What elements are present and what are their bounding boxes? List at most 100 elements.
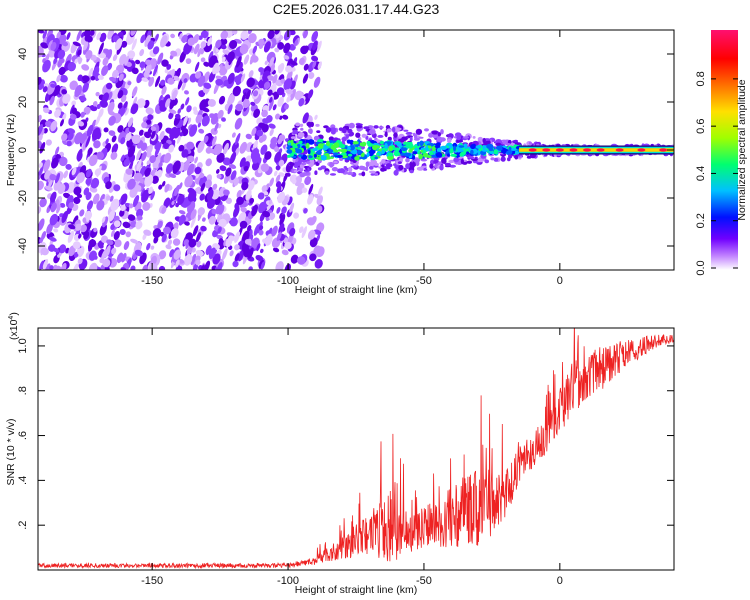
noise-blob — [59, 30, 67, 36]
noise-blob — [167, 239, 173, 246]
noise-blob — [212, 229, 219, 238]
colorbar-tick-label: 0.2 — [695, 213, 707, 228]
noise-blob — [194, 61, 200, 72]
noise-blob — [120, 94, 127, 103]
signal-core — [347, 153, 353, 157]
noise-blob — [241, 92, 247, 103]
noise-blob — [143, 229, 152, 236]
noise-blob — [274, 47, 280, 53]
noise-blob — [208, 215, 217, 225]
noise-blob — [257, 192, 265, 200]
noise-blob — [42, 30, 48, 39]
noise-blob — [216, 152, 225, 163]
signal-halo — [365, 161, 370, 168]
noise-blob — [293, 212, 300, 219]
spectrogram-ytick-label: -20 — [17, 190, 29, 206]
noise-blob — [264, 60, 268, 65]
snr-scale-exponent: 4 — [8, 316, 15, 320]
noise-blob — [161, 59, 169, 67]
noise-blob — [39, 237, 44, 244]
noise-blob — [136, 149, 142, 161]
noise-blob — [136, 158, 142, 171]
signal-halo — [370, 173, 375, 176]
signal-halo — [384, 131, 388, 138]
noise-blob — [258, 67, 264, 73]
noise-blob — [218, 218, 227, 228]
signal-halo — [393, 169, 399, 176]
noise-blob — [232, 85, 241, 97]
noise-blob — [141, 151, 147, 162]
noise-blob — [200, 225, 207, 232]
noise-blob — [196, 241, 202, 248]
signal-halo — [355, 123, 363, 127]
noise-blob — [200, 182, 206, 192]
signal-core — [381, 149, 385, 155]
signal-halo — [305, 161, 311, 164]
signal-halo — [294, 169, 298, 173]
noise-blob — [186, 105, 192, 113]
noise-blob — [160, 35, 168, 48]
noise-blob — [50, 120, 58, 132]
signal-halo — [449, 164, 456, 168]
noise-blob — [248, 33, 257, 44]
noise-blob — [203, 61, 210, 67]
noise-blob — [180, 103, 185, 110]
noise-blob — [263, 81, 271, 90]
noise-blob — [57, 183, 66, 195]
noise-blob — [208, 51, 214, 62]
noise-blob — [158, 94, 163, 104]
signal-core — [393, 150, 400, 157]
noise-blob — [56, 204, 61, 214]
noise-blob — [137, 215, 143, 221]
signal-core — [337, 149, 342, 152]
noise-blob — [136, 98, 146, 108]
noise-blob — [110, 198, 120, 211]
noise-blob — [210, 113, 219, 125]
noise-blob — [219, 165, 227, 172]
noise-blob — [202, 217, 206, 222]
noise-blob — [307, 194, 314, 205]
noise-blob — [252, 90, 259, 97]
noise-blob — [278, 223, 285, 235]
signal-halo — [543, 153, 548, 157]
signal-halo — [350, 165, 357, 168]
noise-blob — [140, 34, 146, 44]
noise-blob — [182, 115, 188, 126]
signal-halo — [477, 158, 484, 163]
colorbar-tick-label: 0.6 — [695, 119, 707, 134]
signal-halo — [343, 166, 347, 169]
signal-core — [286, 146, 291, 150]
noise-blob — [226, 51, 235, 63]
noise-blob — [117, 90, 124, 99]
noise-blob — [74, 132, 83, 145]
noise-blob — [280, 78, 286, 84]
noise-blob — [265, 115, 273, 123]
signal-halo — [441, 157, 447, 164]
noise-blob — [112, 145, 118, 151]
signal-halo — [436, 136, 443, 142]
noise-blob — [49, 265, 54, 270]
colorbar-gradient — [711, 30, 738, 270]
noise-blob — [62, 93, 71, 104]
snr-scale-close: ) — [8, 312, 20, 316]
signal-halo — [429, 163, 434, 169]
noise-blob — [85, 168, 92, 178]
noise-blob — [281, 249, 289, 256]
noise-blob — [187, 190, 197, 202]
noise-blob — [127, 145, 136, 158]
signal-halo — [392, 126, 396, 133]
signal-halo — [386, 128, 392, 133]
noise-blob — [120, 154, 125, 162]
signal-core — [292, 143, 297, 149]
noise-blob — [270, 136, 278, 146]
noise-blob — [311, 55, 319, 62]
signal-core — [400, 147, 408, 152]
signal-halo — [325, 126, 332, 133]
spectrogram-xlabel: Height of straight line (km) — [295, 284, 418, 296]
signal-halo — [330, 127, 337, 132]
noise-blob — [117, 125, 124, 133]
noise-blob — [162, 142, 170, 150]
noise-blob — [153, 236, 159, 244]
noise-blob — [44, 263, 51, 270]
signal-halo — [328, 136, 335, 141]
